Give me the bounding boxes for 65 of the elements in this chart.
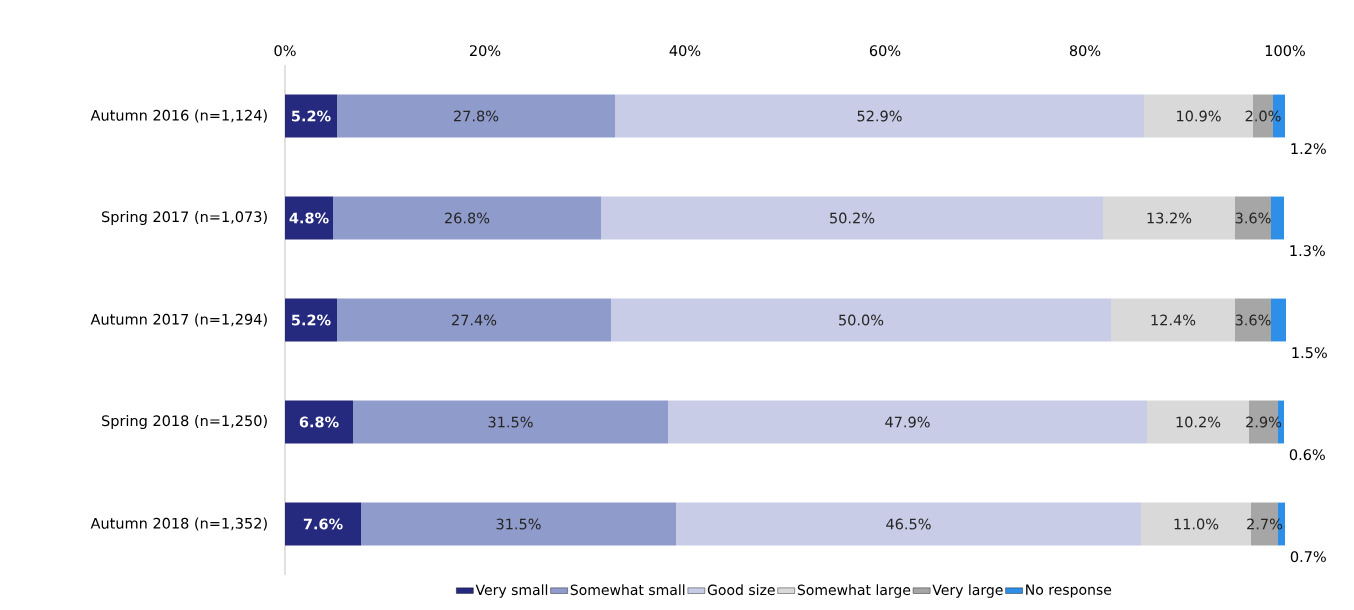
legend-label: Somewhat small: [570, 584, 685, 596]
data-label: 1.5%: [1292, 347, 1327, 359]
data-label: 50.0%: [839, 314, 884, 326]
data-label: 3.6%: [1235, 314, 1271, 326]
bar: [1103, 196, 1235, 240]
y-tick-label: Spring 2017 (n=1,073): [102, 210, 267, 226]
bar: [337, 94, 615, 138]
legend-label: Somewhat large: [797, 584, 911, 598]
data-label: 4.8%: [289, 212, 329, 224]
data-label: 27.4%: [452, 314, 497, 326]
x-tick-label: 40%: [669, 45, 701, 57]
data-label: 3.6%: [1235, 212, 1271, 224]
data-label: 0.7%: [1290, 551, 1326, 563]
data-label: 5.2%: [292, 314, 331, 326]
data-label: 6.8%: [299, 416, 339, 428]
bar: [333, 196, 601, 240]
legend-label: No response: [1026, 584, 1112, 598]
bar: [285, 94, 337, 138]
data-label: 31.5%: [488, 416, 533, 428]
data-label: 10.9%: [1177, 110, 1221, 122]
data-label: 5.2%: [292, 110, 331, 122]
bar: [1111, 298, 1235, 342]
data-label: 12.4%: [1151, 314, 1196, 326]
bar: [611, 298, 1111, 342]
data-label: 27.8%: [454, 110, 499, 122]
x-tick-label: 20%: [469, 45, 501, 57]
data-label: 11.0%: [1174, 518, 1219, 530]
y-tick-label: Autumn 2017 (n=1,294): [90, 313, 267, 327]
x-tick-label: 100%: [1265, 45, 1305, 57]
data-label: 31.5%: [496, 518, 541, 530]
bar: [615, 94, 1144, 138]
bar: [285, 400, 353, 444]
bar: [285, 298, 337, 342]
x-tick-label: 0%: [274, 45, 296, 57]
data-label: 10.2%: [1176, 416, 1221, 428]
y-tick-label: Autumn 2018 (n=1,352): [90, 517, 267, 531]
bar: [1271, 196, 1284, 240]
bar: [1235, 298, 1271, 342]
bar: [285, 502, 361, 546]
data-label: 47.9%: [885, 416, 930, 428]
bar: [668, 400, 1147, 444]
bar: [1235, 196, 1271, 240]
data-label: 1.3%: [1290, 245, 1325, 257]
bar: [676, 502, 1141, 546]
x-tick-label: 80%: [1069, 45, 1101, 57]
data-label: 0.6%: [1289, 449, 1325, 461]
data-label: 1.2%: [1291, 143, 1326, 155]
x-tick-label: 60%: [869, 45, 901, 57]
data-label: 46.5%: [886, 518, 931, 530]
legend-label: Good size: [707, 584, 775, 596]
bar: [353, 400, 668, 444]
y-tick-label: Spring 2018 (n=1,250): [102, 414, 267, 430]
data-label: 7.6%: [303, 518, 343, 530]
data-label: 50.2%: [830, 212, 875, 224]
data-label: 52.9%: [857, 110, 902, 122]
bar: [361, 502, 676, 546]
bar: [285, 196, 333, 240]
legend-label: Very small: [475, 584, 548, 598]
bar: [601, 196, 1103, 240]
data-label: 26.8%: [445, 212, 490, 224]
data-label: 13.2%: [1147, 212, 1192, 224]
bar: [337, 298, 611, 342]
bar: [1271, 298, 1286, 342]
y-tick-label: Autumn 2016 (n=1,124): [90, 109, 267, 123]
legend-label: Very large: [932, 584, 1003, 598]
